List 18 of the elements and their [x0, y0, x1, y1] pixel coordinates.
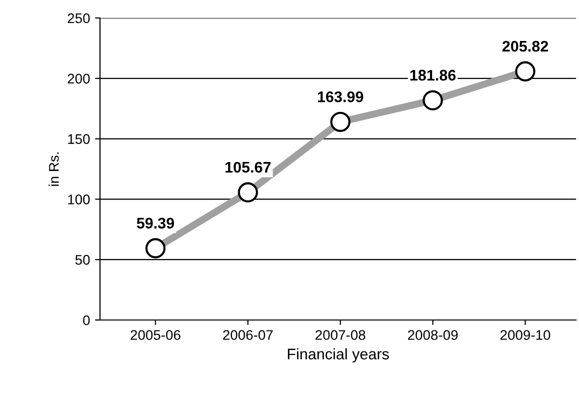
x-tick-label: 2009-10 [500, 330, 550, 340]
x-tick-label: 2005-06 [130, 330, 180, 340]
data-label: 181.86 [410, 70, 456, 81]
x-tick-label: 2007-08 [316, 330, 366, 340]
y-tick-label: 100 [68, 194, 90, 204]
y-tick-label: 150 [68, 134, 90, 144]
data-label: 59.39 [136, 218, 174, 229]
data-label: 205.82 [502, 40, 548, 52]
x-axis-title: Financial years [288, 348, 389, 362]
y-tick-label: 0 [83, 315, 90, 326]
y-tick-label: 50 [75, 254, 90, 265]
y-tick-label: 200 [68, 74, 90, 84]
data-label: 163.99 [318, 91, 364, 102]
y-tick-label: 250 [68, 13, 90, 24]
x-tick-label: 2006-07 [223, 330, 273, 340]
x-tick-label: 2008-09 [408, 330, 458, 340]
y-axis-title: in Rs. [48, 152, 59, 186]
data-label: 105.67 [226, 162, 271, 173]
